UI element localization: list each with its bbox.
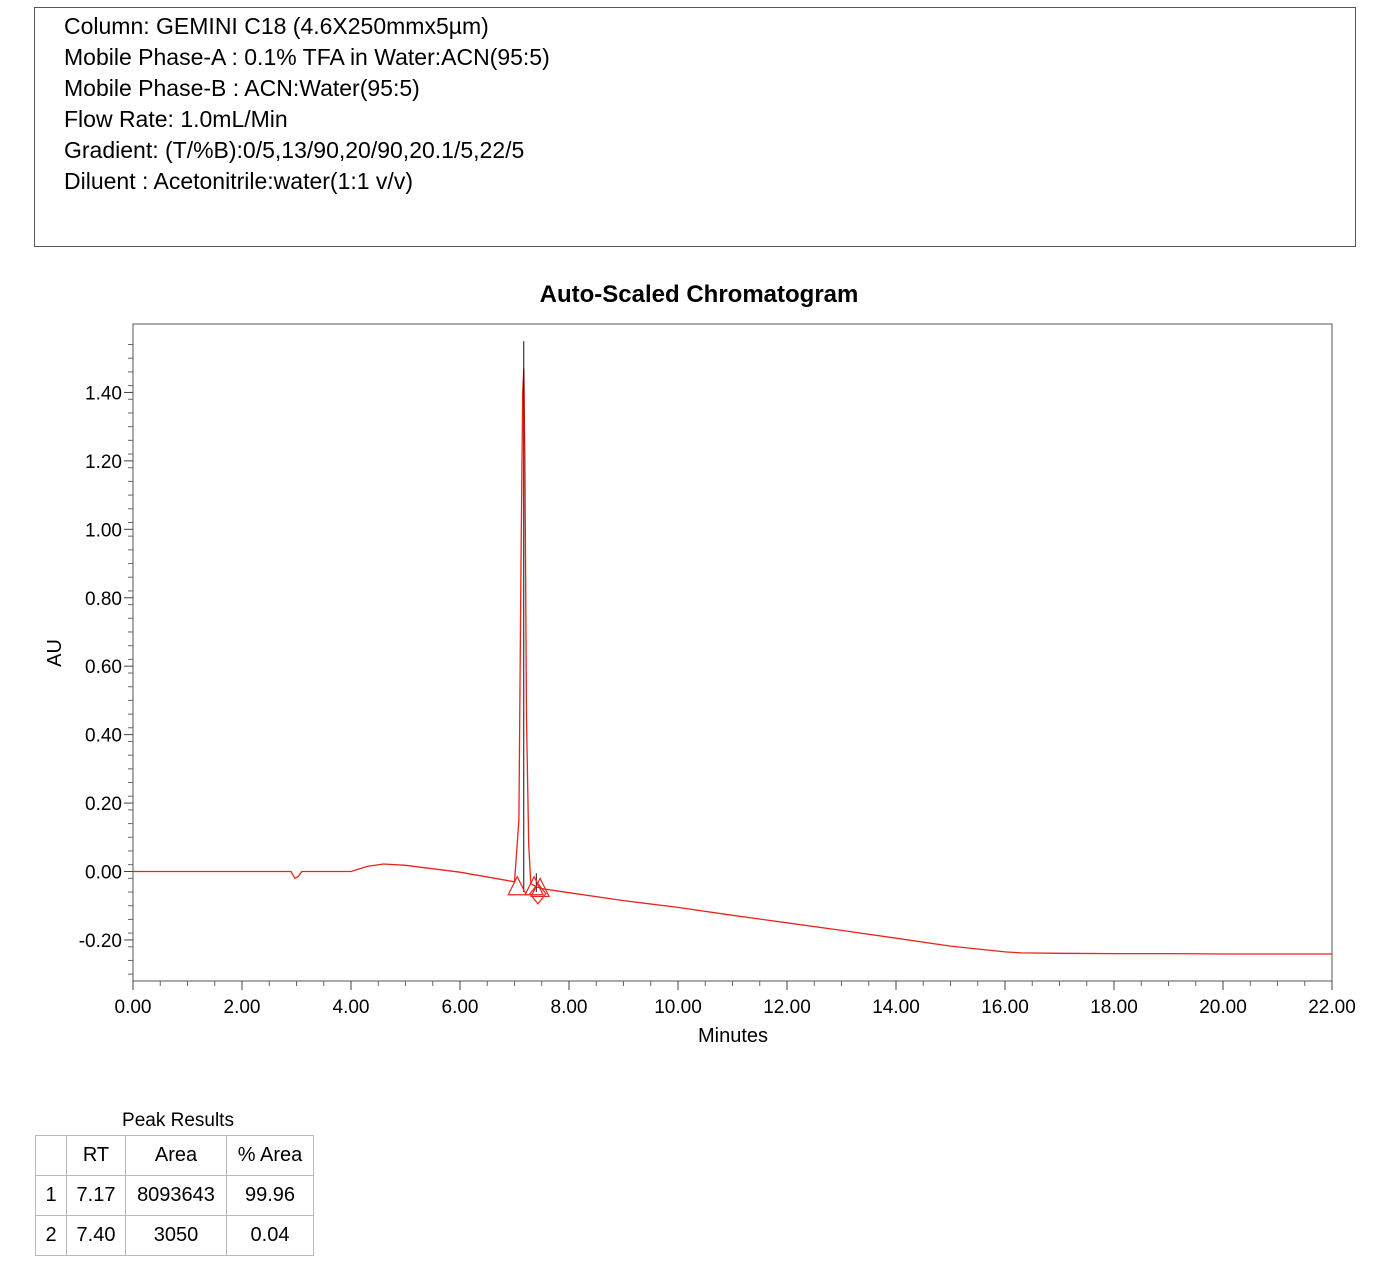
y-tick-label: 0.40 — [85, 726, 122, 747]
x-axis-label: Minutes — [698, 1025, 768, 1047]
plot-frame — [132, 323, 1333, 982]
x-tick-label: 14.00 — [872, 997, 920, 1018]
peak-boundary-triangle — [530, 877, 551, 898]
y-tick-label: 0.60 — [85, 657, 122, 678]
y-tick-label: 0.80 — [85, 589, 122, 610]
x-tick-label: 6.00 — [442, 997, 479, 1018]
peak-results-table: RT Area % Area 1 7.17 8093643 99.96 2 7.… — [35, 1135, 314, 1256]
peak-boundary-triangle — [524, 875, 545, 896]
method-info-box: Column: GEMINI C18 (4.6X250mmx5µm) Mobil… — [34, 7, 1356, 247]
cell-index: 1 — [35, 1175, 67, 1216]
table-header-row: RT Area % Area — [35, 1135, 314, 1176]
x-tick-label: 8.00 — [551, 997, 588, 1018]
y-tick-label: 0.00 — [85, 863, 122, 884]
y-tick-label: -0.20 — [79, 931, 122, 952]
x-tick-label: 2.00 — [224, 997, 261, 1018]
column-header-percent-area: % Area — [226, 1135, 314, 1176]
cell-index: 2 — [35, 1215, 67, 1256]
peak-markers — [507, 875, 551, 905]
peak-results-caption: Peak Results — [122, 1110, 234, 1131]
column-header-index — [35, 1135, 67, 1176]
axes: 0.00 2.00 4.00 6.00 8.00 10.00 12.00 14.00 16.00… — [79, 344, 1356, 1018]
method-mobile-phase-a: Mobile Phase-A : 0.1% TFA in Water:ACN(9… — [64, 44, 550, 70]
peak-boundary-diamond — [529, 882, 547, 905]
x-tick-label: 18.00 — [1090, 997, 1138, 1018]
x-tick-label: 22.00 — [1308, 997, 1356, 1018]
cell-percent-area: 0.04 — [226, 1215, 314, 1256]
cell-rt: 7.17 — [66, 1175, 126, 1216]
chromatogram-chart: 0.00 2.00 4.00 6.00 8.00 10.00 12.00 14.00 16.00… — [44, 323, 1356, 1047]
y-axis-label: AU — [44, 639, 66, 667]
column-header-area: Area — [125, 1135, 227, 1176]
x-tick-label: 10.00 — [654, 997, 702, 1018]
y-tick-label: 1.40 — [85, 383, 122, 404]
table-row: 1 7.17 8093643 99.96 — [35, 1175, 314, 1216]
cell-rt: 7.40 — [66, 1215, 126, 1256]
cell-area: 3050 — [125, 1215, 227, 1256]
peak-boundary-triangle — [507, 875, 528, 896]
x-tick-label: 20.00 — [1199, 997, 1247, 1018]
method-column: Column: GEMINI C18 (4.6X250mmx5µm) — [64, 13, 489, 39]
y-tick-label: 1.20 — [85, 452, 122, 473]
cell-percent-area: 99.96 — [226, 1175, 314, 1216]
column-header-rt: RT — [66, 1135, 126, 1176]
cell-area: 8093643 — [125, 1175, 227, 1216]
method-mobile-phase-b: Mobile Phase-B : ACN:Water(95:5) — [64, 75, 420, 101]
x-tick-label: 12.00 — [763, 997, 811, 1018]
method-gradient: Gradient: (T/%B):0/5,13/90,20/90,20.1/5,… — [64, 137, 525, 163]
method-diluent: Diluent : Acetonitrile:water(1:1 v/v) — [64, 168, 413, 194]
x-tick-label: 0.00 — [115, 997, 152, 1018]
chart-title: Auto-Scaled Chromatogram — [539, 281, 859, 308]
trace-group — [133, 341, 1332, 955]
chromatogram-trace — [133, 368, 1332, 955]
x-tick-label: 16.00 — [981, 997, 1029, 1018]
x-tick-label: 4.00 — [333, 997, 370, 1018]
method-flow-rate: Flow Rate: 1.0mL/Min — [64, 106, 288, 132]
table-row: 2 7.40 3050 0.04 — [35, 1215, 314, 1256]
y-tick-label: 0.20 — [85, 794, 122, 815]
y-tick-label: 1.00 — [85, 520, 122, 541]
